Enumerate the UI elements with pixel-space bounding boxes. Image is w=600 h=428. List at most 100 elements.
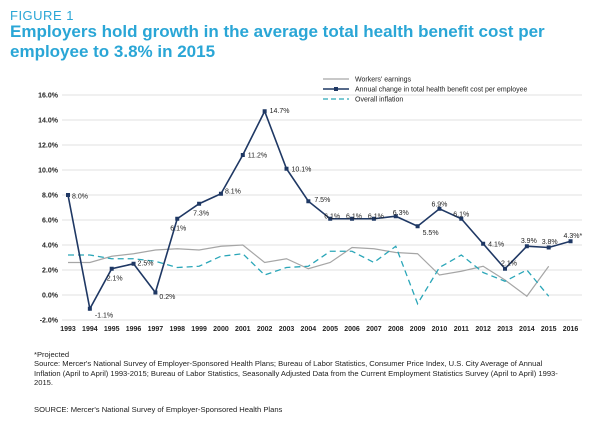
- y-tick-label: 14.0%: [38, 118, 59, 125]
- data-label: 6.9%: [431, 201, 447, 208]
- data-point: [218, 191, 223, 196]
- data-label: 10.1%: [292, 166, 312, 173]
- data-label: 11.2%: [248, 153, 267, 160]
- x-tick-label: 1995: [104, 326, 120, 333]
- x-tick-label: 2014: [519, 326, 535, 333]
- x-tick-label: 1998: [169, 326, 185, 333]
- x-axis-tick-labels: 1993 1994 1995 1996 1997 1998 1999 2000 2001 2002…: [60, 326, 578, 333]
- x-tick-label: 2004: [301, 326, 317, 333]
- data-label: 6.1%: [368, 213, 384, 220]
- data-label: 0.2%: [159, 294, 175, 301]
- series-line: [67, 109, 571, 312]
- data-label: 3.9%: [521, 238, 537, 245]
- legend-label: Workers' earnings: [355, 77, 412, 84]
- data-label: 6.1%: [453, 211, 469, 218]
- data-point: [306, 199, 311, 204]
- data-label: 6.3%: [393, 210, 409, 217]
- data-point: [153, 290, 158, 295]
- x-tick-label: 2002: [257, 326, 273, 333]
- source-note: Source: Mercer's National Survey of Empl…: [34, 359, 558, 388]
- data-point: [350, 216, 355, 221]
- data-label: -1.1%: [95, 312, 113, 319]
- y-tick-label: 16.0%: [38, 93, 59, 100]
- data-point: [262, 109, 267, 114]
- x-tick-label: 2008: [388, 326, 404, 333]
- data-label: 4.3%*: [564, 233, 583, 240]
- x-tick-label: 1993: [60, 326, 76, 333]
- y-axis-tick-labels: -2.0% 0.0% 2.0% 4.0% 6.0% 8.0% 10.0% 12.0% 14.0%…: [38, 93, 59, 325]
- data-point: [87, 306, 92, 311]
- x-tick-label: 2016: [563, 326, 579, 333]
- x-tick-label: 1997: [148, 326, 164, 333]
- x-tick-label: 2010: [432, 326, 448, 333]
- series-line: [68, 244, 550, 298]
- data-label: 7.3%: [193, 210, 209, 217]
- y-tick-label: 10.0%: [38, 168, 59, 175]
- series-layer: [66, 109, 573, 312]
- data-label: 6.1%: [346, 213, 362, 220]
- data-point: [524, 244, 529, 249]
- data-point: [197, 201, 202, 206]
- x-tick-label: 2009: [410, 326, 426, 333]
- data-point: [503, 266, 507, 271]
- data-label: 2.1%: [107, 275, 123, 282]
- data-label: 6.1%: [324, 213, 340, 220]
- data-point: [371, 216, 376, 221]
- data-label: 2.5%: [138, 260, 154, 267]
- x-tick-label: 2003: [279, 326, 295, 333]
- data-label: 6.1%: [170, 225, 186, 232]
- x-tick-label: 2012: [475, 326, 491, 333]
- x-tick-label: 2005: [322, 326, 338, 333]
- figure-label: FIGURE 1: [10, 8, 74, 23]
- y-tick-label: 0.0%: [42, 293, 59, 300]
- data-label: 8.0%: [72, 194, 88, 201]
- data-label: 4.1%: [488, 241, 504, 248]
- y-tick-label: 8.0%: [42, 193, 59, 200]
- x-tick-label: 2013: [497, 326, 513, 333]
- chart-notes: *Projected Source: Mercer's National Sur…: [34, 350, 564, 388]
- data-label: 14.7%: [270, 108, 290, 115]
- data-point: [568, 239, 573, 244]
- data-point: [131, 261, 136, 266]
- data-label: 2.1%: [501, 260, 517, 267]
- x-tick-label: 1994: [82, 326, 98, 333]
- series-line: [68, 245, 550, 306]
- data-labels: 8.0% -1.1% 2.1% 2.5% 0.2% 6.1% 7.3% 8.1% 11.2% 14…: [72, 108, 583, 320]
- data-point: [546, 245, 551, 250]
- data-label: 7.5%: [314, 197, 330, 204]
- data-point: [437, 206, 442, 211]
- x-tick-label: 2001: [235, 326, 251, 333]
- x-tick-label: 2007: [366, 326, 382, 333]
- data-point: [284, 166, 289, 171]
- y-tick-label: -2.0%: [40, 318, 59, 325]
- data-point: [109, 266, 114, 271]
- y-tick-label: 4.0%: [42, 243, 59, 250]
- data-label: 8.1%: [225, 188, 241, 195]
- data-point: [240, 153, 245, 157]
- legend: Workers' earnings Annual change in total …: [323, 77, 528, 104]
- data-point: [415, 224, 420, 229]
- legend-marker: [334, 87, 338, 91]
- data-label: 3.8%: [542, 239, 558, 246]
- x-tick-label: 2015: [541, 326, 557, 333]
- data-label: 5.5%: [423, 230, 439, 237]
- x-tick-label: 2000: [213, 326, 229, 333]
- x-tick-label: 2006: [344, 326, 360, 333]
- y-tick-label: 6.0%: [42, 218, 59, 225]
- data-point: [393, 214, 398, 219]
- x-tick-label: 1999: [191, 326, 207, 333]
- legend-label: Overall inflation: [355, 97, 403, 104]
- data-point: [66, 193, 70, 197]
- legend-label: Annual change in total health benefit co…: [355, 87, 528, 94]
- projected-note: *Projected: [34, 350, 70, 359]
- y-tick-label: 12.0%: [38, 143, 59, 150]
- source-footer: SOURCE: Mercer's National Survey of Empl…: [34, 405, 283, 414]
- data-point: [481, 241, 486, 246]
- y-tick-label: 2.0%: [42, 268, 59, 275]
- data-point: [175, 216, 180, 221]
- data-point: [459, 216, 464, 221]
- chart-title: Employers hold growth in the average tot…: [10, 22, 545, 61]
- x-tick-label: 1996: [126, 326, 142, 333]
- data-point: [328, 216, 333, 221]
